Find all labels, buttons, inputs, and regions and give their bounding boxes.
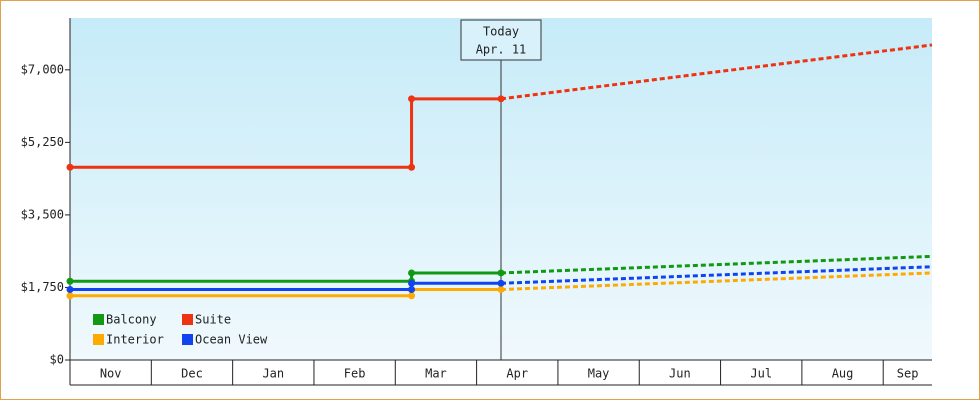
legend-swatch (93, 334, 104, 345)
point (408, 279, 416, 287)
point (66, 292, 74, 300)
point (408, 292, 416, 300)
legend-label: Ocean View (195, 333, 268, 347)
point (66, 277, 74, 285)
point (408, 286, 416, 294)
y-tick-label: $3,500 (21, 207, 64, 221)
x-tick-label: Sep (897, 367, 919, 381)
x-tick-label: Jul (750, 367, 772, 381)
point (497, 269, 505, 277)
point (408, 163, 416, 171)
legend-swatch (182, 314, 193, 325)
point (497, 279, 505, 287)
legend-label: Balcony (106, 313, 157, 327)
x-tick-label: May (588, 367, 610, 381)
point (66, 286, 74, 294)
today-label: Apr. 11 (476, 43, 527, 57)
series-line (70, 97, 501, 169)
x-tick-label: Jan (262, 367, 284, 381)
x-tick-label: Mar (425, 367, 447, 381)
today-label: Today (483, 25, 519, 39)
x-tick-label: Nov (100, 367, 122, 381)
x-tick-label: Feb (344, 367, 366, 381)
point (497, 286, 505, 294)
today-box (460, 19, 542, 61)
legend-swatch (182, 334, 193, 345)
forecast-line (500, 43, 933, 101)
legend-label: Interior (106, 333, 164, 347)
x-tick-label: Jun (669, 367, 691, 381)
series-line (70, 271, 501, 283)
y-tick-label: $7,000 (21, 62, 64, 76)
point (66, 163, 74, 171)
x-tick-label: Aug (832, 367, 854, 381)
legend-label: Suite (195, 313, 231, 327)
point (408, 95, 416, 103)
y-tick-label: $1,750 (21, 280, 64, 294)
legend-swatch (93, 314, 104, 325)
point (497, 95, 505, 103)
y-tick-label: $5,250 (21, 135, 64, 149)
x-tick-label: Dec (181, 367, 203, 381)
point (408, 269, 416, 277)
x-tick-label: Apr (506, 367, 528, 381)
y-tick-label: $0 (50, 353, 64, 367)
